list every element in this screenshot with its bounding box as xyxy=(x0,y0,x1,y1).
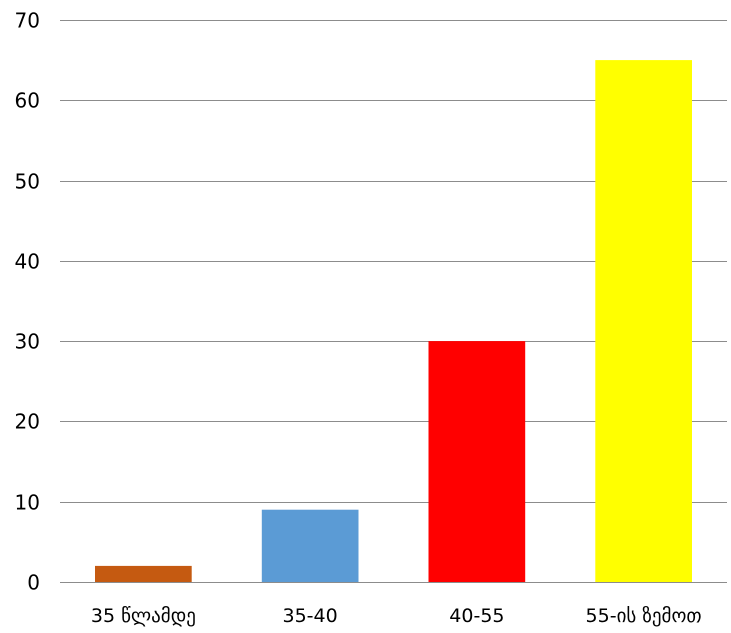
gridlines xyxy=(60,20,727,583)
y-tick-label: 70 xyxy=(15,9,40,33)
y-axis-tick-labels: 0 10 20 30 40 50 60 70 xyxy=(15,9,40,595)
bar-1 xyxy=(95,565,192,582)
bars xyxy=(95,60,692,583)
y-tick-label: 0 xyxy=(27,571,40,595)
x-axis-category-labels: 35 წლამდე 35-40 40-55 55-ის ზემოთ xyxy=(91,605,702,627)
y-tick-label: 30 xyxy=(15,330,40,354)
y-tick-label: 10 xyxy=(15,491,40,515)
y-tick-label: 50 xyxy=(15,170,40,194)
x-category-label: 35-40 xyxy=(282,605,337,627)
bar-4 xyxy=(595,60,692,583)
bar-3 xyxy=(428,341,526,582)
y-tick-label: 60 xyxy=(15,89,40,113)
x-category-label: 35 წლამდე xyxy=(91,605,196,627)
y-tick-label: 40 xyxy=(15,250,40,274)
bar-2 xyxy=(261,509,359,582)
x-category-label: 55-ის ზემოთ xyxy=(586,605,702,627)
y-tick-label: 20 xyxy=(15,410,40,434)
x-category-label: 40-55 xyxy=(449,605,504,627)
